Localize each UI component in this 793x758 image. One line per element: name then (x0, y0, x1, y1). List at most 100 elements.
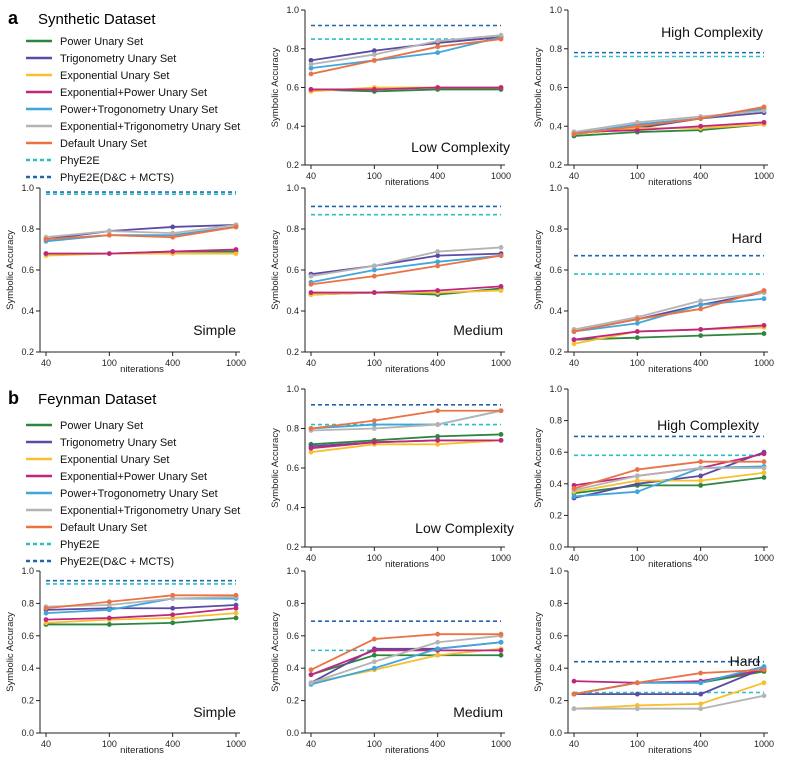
data-point (371, 48, 377, 54)
x-axis-label: niterations (120, 745, 164, 756)
x-tick-label: 100 (630, 553, 645, 563)
data-point (435, 422, 441, 427)
data-point (308, 445, 314, 451)
y-tick-label: 0.6 (286, 631, 299, 641)
y-tick-label: 0.2 (21, 696, 34, 706)
data-point (308, 57, 314, 63)
legend-entry: PhyE2E(D&C + MCTS) (26, 172, 174, 184)
data-point (435, 253, 441, 259)
x-tick-label: 40 (41, 739, 51, 749)
y-tick-label: 1.0 (286, 5, 299, 15)
series-line (573, 332, 765, 341)
data-point (761, 288, 767, 293)
data-point (170, 230, 176, 236)
y-tick-label: 1.0 (549, 566, 562, 576)
y-tick-label: 0.4 (549, 121, 562, 131)
series-line (310, 36, 502, 70)
data-point (233, 592, 239, 598)
y-tick-label: 1.0 (286, 384, 299, 394)
data-point (43, 251, 49, 256)
data-point (308, 426, 314, 431)
series-line (310, 36, 502, 62)
chart-panel: 0.2 0.4 0.6 0.8 1.0 40 100 400 1000 niterations Sy… (5, 183, 246, 375)
data-point (571, 341, 577, 347)
data-point (498, 639, 504, 645)
data-point (634, 123, 640, 129)
x-tick-label: 100 (102, 358, 117, 368)
data-point (371, 52, 377, 57)
legend-entry: Trigonometry Unary Set (26, 53, 176, 65)
series-line (45, 224, 237, 239)
series-line (310, 633, 501, 671)
y-axis-label: Symbolic Accuracy (533, 230, 544, 310)
x-tick-label: 1000 (754, 553, 774, 563)
series-line (573, 668, 765, 696)
data-point (106, 607, 112, 613)
y-tick-label: 0.2 (549, 160, 562, 170)
data-point (761, 108, 767, 114)
data-point (371, 57, 377, 63)
y-tick-label: 1.0 (549, 183, 562, 193)
legend-label: Exponential Unary Set (60, 70, 169, 82)
data-point (106, 232, 112, 238)
chart-panel: 0.2 0.4 0.6 0.8 1.0 40 100 400 1000 niterations Sy… (270, 183, 511, 375)
x-axis-label: niterations (120, 364, 164, 375)
legend-label: Exponential+Power Unary Set (60, 87, 207, 99)
series-line (310, 409, 502, 432)
series-line (310, 38, 502, 75)
legend-label: Default Unary Set (60, 138, 147, 150)
y-tick-label: 0.6 (549, 631, 562, 641)
data-point (170, 605, 176, 611)
data-point (498, 85, 504, 90)
data-point (233, 224, 239, 230)
data-point (634, 489, 640, 495)
series-line (310, 246, 502, 278)
panel-annotation: Medium (453, 704, 503, 720)
y-tick-label: 0.2 (549, 510, 562, 520)
y-tick-label: 0.4 (549, 306, 562, 316)
data-point (761, 680, 767, 686)
data-point (698, 327, 704, 332)
panel-annotation: Low Complexity (415, 520, 514, 536)
y-axis-label: Symbolic Accuracy (5, 230, 16, 310)
data-point (698, 670, 704, 676)
series-line (310, 409, 501, 430)
data-point (698, 465, 704, 471)
legend-entry: PhyE2E (26, 539, 100, 551)
legend-entry: Exponential+Power Unary Set (26, 471, 207, 483)
legend-entry: Default Unary Set (26, 138, 147, 150)
y-tick-label: 0.4 (549, 479, 562, 489)
data-point (106, 599, 112, 605)
data-point (498, 647, 504, 653)
data-point (170, 612, 176, 618)
legend-label: Power Unary Set (60, 420, 143, 432)
data-point (698, 302, 704, 308)
data-point (498, 245, 504, 250)
data-point (634, 320, 640, 326)
data-point (233, 615, 239, 621)
data-point (634, 316, 640, 322)
data-point (371, 665, 377, 671)
y-tick-label: 0.8 (286, 424, 299, 434)
series-line (573, 105, 765, 135)
y-tick-label: 0.6 (286, 463, 299, 473)
series-line (45, 224, 237, 241)
x-tick-label: 400 (165, 739, 180, 749)
legend-entry: Power Unary Set (26, 420, 143, 432)
data-point (43, 617, 49, 622)
data-point (435, 38, 441, 44)
y-tick-label: 0.8 (21, 598, 34, 608)
series-line (45, 612, 237, 624)
legend-entry: PhyE2E (26, 155, 100, 167)
data-point (435, 249, 441, 254)
data-point (698, 482, 704, 488)
x-tick-label: 1000 (226, 358, 246, 368)
series-line (573, 460, 764, 490)
data-point (571, 337, 577, 343)
panel-annotation: Medium (453, 322, 503, 338)
data-point (43, 236, 49, 242)
y-axis-label: Symbolic Accuracy (270, 47, 281, 127)
data-point (170, 592, 176, 598)
data-point (435, 263, 441, 269)
data-point (435, 44, 441, 50)
